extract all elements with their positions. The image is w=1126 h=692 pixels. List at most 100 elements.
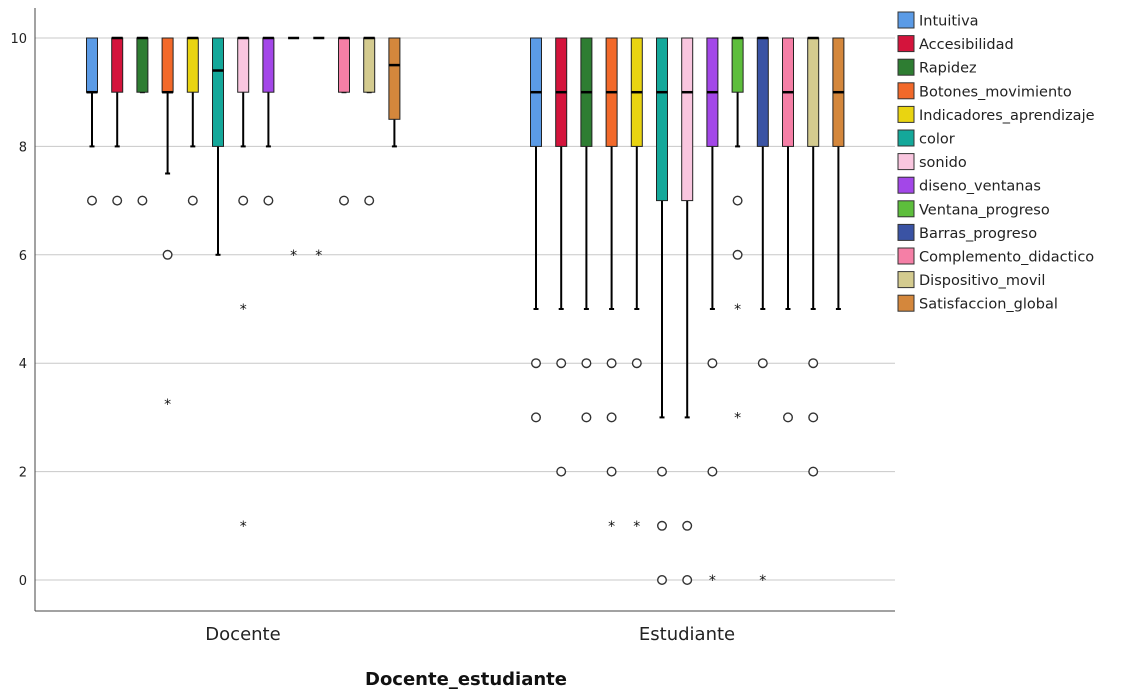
box-Barras_progreso-Estudiante: * [756, 36, 769, 589]
legend-swatch [897, 105, 915, 123]
box-Dispositivo_movil-Estudiante [807, 36, 820, 477]
box-iqr [86, 37, 98, 93]
box-Botones_movimiento-Estudiante: * [605, 37, 618, 535]
legend-label: Satisfaccion_global [919, 297, 1058, 313]
box-iqr [237, 37, 250, 93]
legend-swatch [897, 271, 915, 289]
legend-label: Indicadores_aprendizaje [919, 108, 1095, 124]
legend-item: Satisfaccion_global [897, 294, 1058, 313]
box-iqr [186, 37, 199, 93]
legend-item: Botones_movimiento [897, 82, 1072, 100]
extreme-point: * [734, 410, 741, 426]
box-iqr [161, 37, 174, 93]
outlier-point [682, 520, 693, 531]
extreme-point: * [734, 302, 741, 318]
box-iqr [212, 37, 224, 147]
box-iqr [756, 37, 769, 147]
extreme-point: * [759, 573, 766, 589]
outlier-point [531, 358, 542, 369]
box-Rapidez-Docente [136, 36, 149, 206]
boxplot-series: ** ********* [86, 36, 845, 589]
outlier-point [581, 412, 592, 423]
outlier-point [581, 358, 592, 369]
legend-label: Dispositivo_movil [919, 273, 1045, 289]
outlier-point [606, 466, 617, 477]
legend-swatch [897, 247, 915, 265]
x-category-label: Estudiante [639, 624, 735, 645]
box-Indicadores_aprendizaje-Estudiante: * [630, 37, 643, 535]
legend-swatch [897, 223, 915, 241]
box-Ventana_progreso-Estudiante: ** [731, 36, 744, 426]
legend-swatch [897, 35, 915, 53]
legend-swatch [897, 82, 915, 100]
legend-item: Ventana_progreso [897, 200, 1050, 218]
box-color-Docente [212, 37, 224, 256]
legend-swatch [897, 176, 915, 194]
outlier-point [187, 195, 198, 206]
outlier-point [808, 466, 819, 477]
legend-label: Complemento_didactico [919, 250, 1094, 266]
outlier-point [86, 195, 97, 206]
outlier-point [263, 195, 274, 206]
box-iqr [338, 37, 350, 93]
box-Accesibilidad-Estudiante [555, 37, 568, 477]
extreme-point: * [315, 248, 322, 264]
legend-item: Accesibilidad [897, 35, 1014, 53]
outlier-point [364, 195, 375, 206]
y-tick-label: 4 [19, 357, 27, 372]
extreme-point: * [240, 302, 247, 318]
legend-label: sonido [919, 155, 967, 171]
outlier-point [808, 412, 819, 423]
legend-swatch [897, 294, 915, 312]
outlier-point [238, 195, 249, 206]
y-tick-labels: 0 2 4 6 8 10 [10, 32, 27, 589]
box-Satisfaccion_global-Docente [388, 37, 401, 148]
legend-swatch [897, 129, 915, 147]
box-Complemento_didactico-Docente [338, 36, 350, 206]
outlier-point [757, 358, 768, 369]
legend: Intuitiva Accesibilidad Rapidez Botones_mov… [897, 11, 1095, 313]
box-Barras_progreso-Docente: * [313, 36, 325, 264]
legend-label: diseno_ventanas [919, 179, 1041, 195]
box-iqr [681, 37, 694, 202]
box-sonido-Estudiante [681, 37, 694, 586]
box-Intuitiva-Estudiante [530, 37, 542, 423]
outlier-point [682, 575, 693, 586]
outlier-point [162, 249, 173, 260]
y-tick-label: 6 [19, 249, 27, 264]
y-tick-label: 0 [19, 574, 27, 589]
legend-label: color [919, 132, 955, 148]
box-Satisfaccion_global-Estudiante [832, 37, 845, 310]
outlier-point [783, 412, 794, 423]
extreme-point: * [290, 248, 297, 264]
box-iqr [656, 37, 668, 202]
extreme-point: * [240, 519, 247, 535]
legend-swatch [897, 11, 915, 29]
legend-label: Botones_movimiento [919, 84, 1072, 100]
x-category-label: Docente [205, 624, 280, 645]
legend-item: Complemento_didactico [897, 247, 1094, 266]
extreme-point: * [164, 397, 171, 413]
outlier-point [732, 195, 743, 206]
axes [34, 8, 895, 612]
y-tick-label: 2 [19, 466, 27, 481]
legend-label: Ventana_progreso [919, 202, 1050, 218]
outlier-point [657, 466, 668, 477]
legend-label: Accesibilidad [919, 37, 1014, 53]
outlier-point [556, 358, 567, 369]
box-Intuitiva-Docente [86, 37, 98, 206]
box-Rapidez-Estudiante [580, 37, 593, 423]
outlier-point [137, 195, 148, 206]
legend-item: Intuitiva [897, 11, 979, 30]
extreme-point: * [608, 519, 615, 535]
box-Accesibilidad-Docente [111, 36, 124, 206]
box-Complemento_didactico-Estudiante [782, 37, 794, 423]
box-Ventana_progreso-Docente: * [288, 36, 300, 264]
y-tick-label: 10 [10, 32, 27, 47]
legend-item: sonido [897, 153, 967, 171]
box-diseno_ventanas-Docente [262, 36, 275, 206]
legend-item: Barras_progreso [897, 223, 1037, 242]
outlier-point [606, 358, 617, 369]
box-sonido-Docente: ** [237, 36, 250, 535]
legend-label: Barras_progreso [919, 226, 1037, 242]
